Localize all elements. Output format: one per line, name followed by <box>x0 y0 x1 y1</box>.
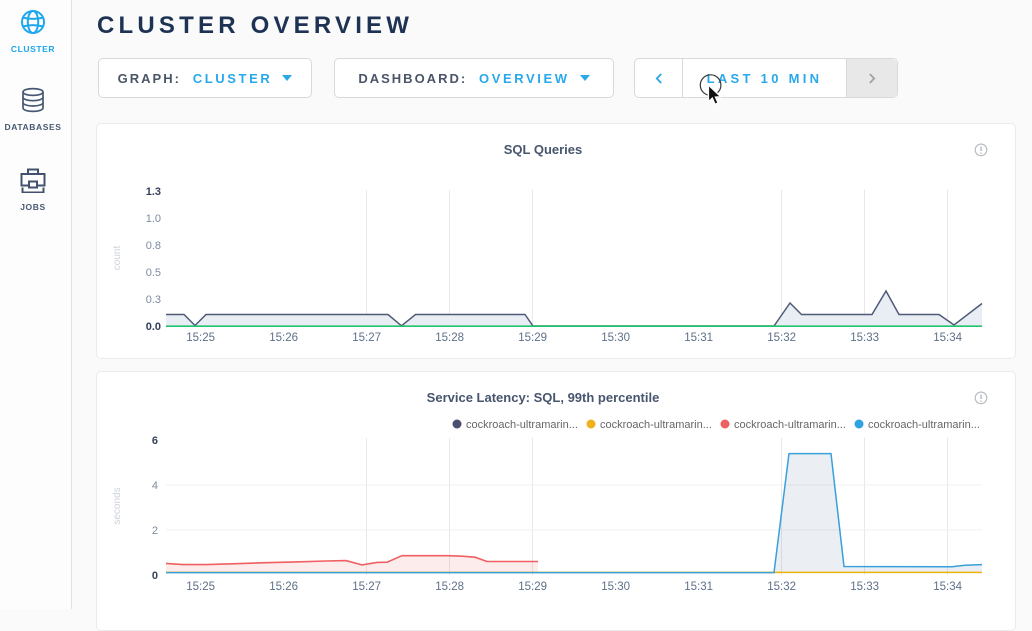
svg-text:cockroach-ultramarin...: cockroach-ultramarin... <box>466 419 578 431</box>
svg-text:0.0: 0.0 <box>146 321 161 333</box>
svg-text:15:30: 15:30 <box>601 581 630 593</box>
svg-text:0.3: 0.3 <box>146 294 161 306</box>
svg-text:15:31: 15:31 <box>684 581 713 593</box>
svg-text:15:34: 15:34 <box>933 332 962 344</box>
svg-text:1.0: 1.0 <box>146 213 161 225</box>
svg-text:4: 4 <box>152 480 158 492</box>
svg-text:15:27: 15:27 <box>352 332 381 344</box>
svg-text:15:31: 15:31 <box>684 332 713 344</box>
svg-text:0.8: 0.8 <box>146 240 161 252</box>
svg-text:cockroach-ultramarin...: cockroach-ultramarin... <box>734 419 846 431</box>
svg-text:15:30: 15:30 <box>601 332 630 344</box>
svg-text:15:28: 15:28 <box>435 581 464 593</box>
svg-text:15:26: 15:26 <box>269 332 298 344</box>
svg-text:15:32: 15:32 <box>767 581 796 593</box>
svg-text:cockroach-ultramarin...: cockroach-ultramarin... <box>600 419 712 431</box>
svg-text:15:28: 15:28 <box>435 332 464 344</box>
svg-text:seconds: seconds <box>112 487 123 524</box>
svg-text:count: count <box>112 246 123 271</box>
svg-text:15:34: 15:34 <box>933 581 962 593</box>
svg-text:0: 0 <box>152 570 158 582</box>
svg-text:2: 2 <box>152 525 158 537</box>
svg-text:0.5: 0.5 <box>146 267 161 279</box>
svg-text:15:33: 15:33 <box>850 581 879 593</box>
svg-text:cockroach-ultramarin...: cockroach-ultramarin... <box>868 419 980 431</box>
svg-text:15:32: 15:32 <box>767 332 796 344</box>
svg-text:15:25: 15:25 <box>186 332 215 344</box>
svg-text:6: 6 <box>152 435 158 447</box>
svg-text:15:29: 15:29 <box>518 332 547 344</box>
svg-text:15:26: 15:26 <box>269 581 298 593</box>
svg-text:1.3: 1.3 <box>146 186 161 198</box>
svg-text:15:33: 15:33 <box>850 332 879 344</box>
svg-text:15:25: 15:25 <box>186 581 215 593</box>
svg-text:15:29: 15:29 <box>518 581 547 593</box>
svg-text:15:27: 15:27 <box>352 581 381 593</box>
